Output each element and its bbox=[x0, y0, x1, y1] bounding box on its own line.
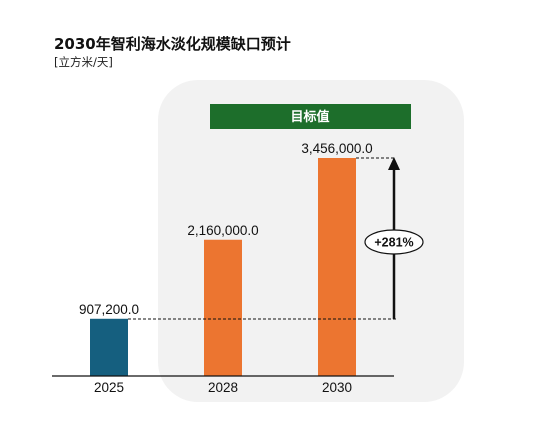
chart-unit: [立方米/天] bbox=[54, 55, 113, 69]
x-tick-label-2028: 2028 bbox=[208, 380, 238, 395]
growth-badge bbox=[364, 229, 424, 255]
bar-2025 bbox=[90, 318, 128, 376]
value-label-2025: 907,200.0 bbox=[79, 302, 139, 317]
growth-badge-label: +281% bbox=[374, 236, 413, 250]
value-label-2030: 3,456,000.0 bbox=[301, 141, 372, 156]
target-header-box bbox=[210, 104, 411, 129]
x-tick-label-2030: 2030 bbox=[322, 380, 352, 395]
growth-annotation: +281% bbox=[128, 157, 424, 320]
bar-2030 bbox=[318, 158, 356, 376]
target-header-label: 目标值 bbox=[290, 109, 329, 125]
bar-2028 bbox=[204, 239, 242, 376]
growth-arrow-head bbox=[388, 157, 400, 170]
chart-title: 2030年智利海水淡化规模缺口预计 bbox=[54, 35, 291, 53]
x-tick-label-2025: 2025 bbox=[94, 380, 124, 395]
value-label-2028: 2,160,000.0 bbox=[187, 223, 258, 238]
